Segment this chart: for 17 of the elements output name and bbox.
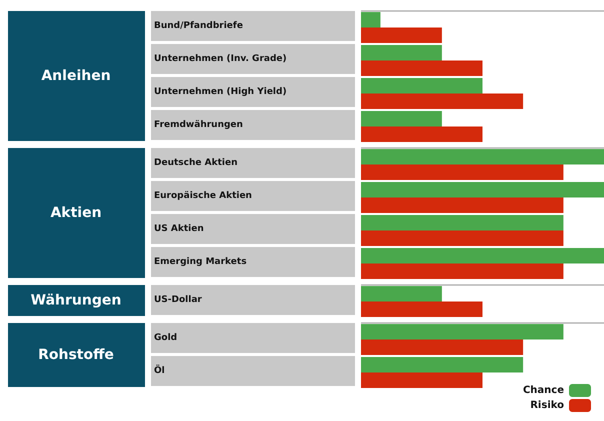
legend-label: Risiko: [530, 400, 564, 411]
y-tick-label: Unternehmen (High Yield): [154, 87, 287, 97]
y-tick-label: Deutsche Aktien: [154, 158, 238, 168]
y-tick-label: Gold: [154, 333, 178, 343]
legend-label: Chance: [522, 385, 564, 396]
y-tick-label: Fremdwährungen: [154, 120, 243, 130]
y-tick-label: Europäische Aktien: [154, 191, 252, 201]
text: Anleihen: [41, 68, 111, 84]
y-tick-label: US Aktien: [154, 224, 204, 234]
text: Rohstoffe: [38, 347, 114, 363]
y-tick-label: Emerging Markets: [154, 257, 247, 267]
y-tick-label: Unternehmen (Inv. Grade): [154, 54, 287, 64]
text: Aktien: [50, 205, 102, 221]
y-tick-label: US-Dollar: [154, 295, 202, 305]
y-tick-label: Bund/Pfandbriefe: [154, 21, 243, 31]
y-tick-label: Öl: [154, 364, 165, 376]
text: Währungen: [30, 292, 122, 308]
